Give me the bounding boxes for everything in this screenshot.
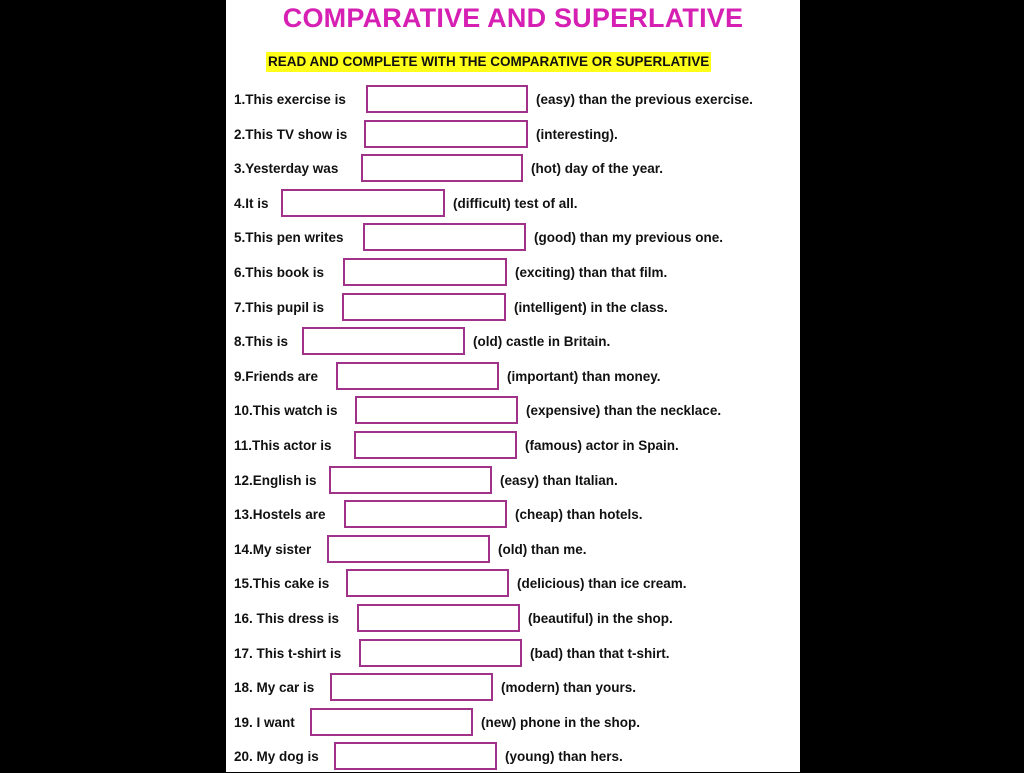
exercise-item: 3.Yesterday was (hot) day of the year. [226, 153, 800, 185]
exercise-item: 19. I want (new) phone in the shop. [226, 707, 800, 739]
answer-box[interactable] [346, 569, 509, 598]
exercise-stem: 11.This actor is [234, 438, 332, 453]
exercise-item: 11.This actor is (famous) actor in Spain. [226, 430, 800, 462]
exercise-stem: 15.This cake is [234, 576, 330, 592]
exercise-stem: 19. I want [234, 714, 295, 730]
exercise-item: 12.English is (easy) than Italian. [226, 465, 800, 497]
exercise-item: 18. My car is (modern) than yours. [226, 672, 800, 704]
exercise-clue: (bad) than that t-shirt. [530, 645, 670, 661]
exercise-clue: (exciting) than that film. [515, 265, 668, 280]
answer-box[interactable] [334, 742, 497, 771]
exercise-clue: (easy) than the previous exercise. [536, 92, 753, 107]
exercise-stem: 10.This watch is [234, 403, 338, 419]
exercise-stem: 13.Hostels are [234, 507, 326, 523]
exercise-item: 8.This is (old) castle in Britain. [226, 326, 800, 358]
answer-box[interactable] [364, 119, 528, 148]
answer-box[interactable] [357, 604, 520, 632]
exercise-item: 6.This book is (exciting) than that film. [226, 257, 800, 289]
exercise-clue: (young) than hers. [505, 749, 623, 765]
exercise-clue: (important) than money. [507, 368, 661, 384]
answer-box[interactable] [355, 396, 518, 425]
exercise-item: 10.This watch is (expensive) than the nec… [226, 395, 800, 427]
exercise-clue: (difficult) test of all. [453, 195, 578, 211]
exercise-item: 20. My dog is (young) than hers. [226, 741, 800, 773]
exercise-stem: 18. My car is [234, 680, 315, 696]
answer-box[interactable] [361, 154, 523, 183]
exercise-stem: 4.It is [234, 195, 269, 211]
exercise-stem: 2.This TV show is [234, 126, 348, 142]
exercise-clue: (interesting). [536, 126, 618, 142]
exercise-clue: (old) than me. [498, 541, 587, 557]
exercise-item: 5.This pen writes (good) than my previous… [226, 222, 800, 254]
instruction-banner: READ AND COMPLETE WITH THE COMPARATIVE O… [266, 52, 712, 72]
exercise-clue: (delicious) than ice cream. [517, 576, 687, 592]
exercise-clue: (beautiful) in the shop. [528, 611, 673, 626]
exercise-stem: 6.This book is [234, 265, 325, 280]
answer-box[interactable] [343, 258, 507, 286]
exercise-clue: (good) than my previous one. [534, 230, 724, 246]
exercise-clue: (famous) actor in Spain. [525, 438, 679, 453]
answer-box[interactable] [330, 673, 493, 702]
exercise-stem: 1.This exercise is [234, 92, 346, 107]
answer-box[interactable] [354, 431, 517, 459]
exercise-stem: 9.Friends are [234, 368, 319, 384]
exercise-item: 14.My sister (old) than me. [226, 534, 800, 566]
exercise-clue: (intelligent) in the class. [514, 299, 668, 315]
exercise-stem: 5.This pen writes [234, 230, 344, 246]
exercise-item: 16. This dress is (beautiful) in the shop… [226, 603, 800, 635]
exercise-item: 13.Hostels are (cheap) than hotels. [226, 499, 800, 531]
exercise-clue: (cheap) than hotels. [515, 507, 643, 523]
answer-box[interactable] [366, 85, 528, 113]
exercise-item: 2.This TV show is (interesting). [226, 119, 800, 151]
answer-box[interactable] [281, 188, 445, 217]
exercise-stem: 14.My sister [234, 541, 312, 557]
answer-box[interactable] [327, 534, 490, 563]
answer-box[interactable] [329, 465, 492, 494]
exercise-item: 7.This pupil is (intelligent) in the clas… [226, 292, 800, 324]
exercise-clue: (old) castle in Britain. [473, 334, 611, 350]
exercise-item: 4.It is (difficult) test of all. [226, 188, 800, 220]
exercise-clue: (expensive) than the necklace. [526, 403, 722, 419]
exercise-item: 1.This exercise is (easy) than the previo… [226, 84, 800, 116]
exercise-clue: (new) phone in the shop. [481, 714, 640, 730]
answer-box[interactable] [363, 223, 526, 252]
answer-box[interactable] [302, 327, 465, 356]
exercise-item: 15.This cake is (delicious) than ice crea… [226, 568, 800, 600]
worksheet: COMPARATIVE AND SUPERLATIVE READ AND COM… [226, 0, 800, 772]
exercise-clue: (easy) than Italian. [500, 472, 618, 488]
exercise-stem: 8.This is [234, 334, 289, 350]
answer-box[interactable] [310, 707, 473, 736]
answer-box[interactable] [344, 500, 507, 529]
exercise-stem: 3.Yesterday was [234, 161, 339, 177]
answer-box[interactable] [359, 638, 522, 667]
exercise-stem: 20. My dog is [234, 749, 319, 765]
answer-box[interactable] [336, 361, 499, 390]
exercise-stem: 7.This pupil is [234, 299, 325, 315]
exercise-item: 17. This t-shirt is (bad) than that t-shi… [226, 638, 800, 670]
exercise-item: 9.Friends are (important) than money. [226, 361, 800, 393]
exercise-stem: 12.English is [234, 472, 317, 488]
exercise-stem: 16. This dress is [234, 611, 340, 626]
worksheet-title: COMPARATIVE AND SUPERLATIVE [282, 3, 744, 33]
exercise-clue: (modern) than yours. [501, 680, 637, 696]
answer-box[interactable] [342, 292, 506, 321]
exercise-clue: (hot) day of the year. [531, 161, 664, 177]
exercise-stem: 17. This t-shirt is [234, 645, 342, 661]
